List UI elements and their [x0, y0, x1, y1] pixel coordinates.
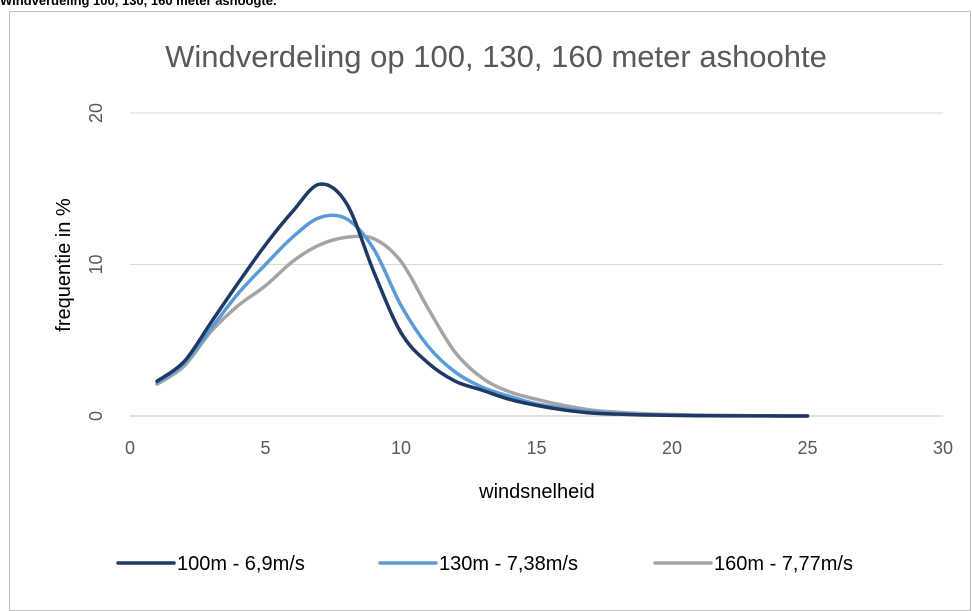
legend-entry-1: 100m - 6,9m/s — [116, 553, 305, 575]
x-tick-label: 5 — [260, 438, 270, 458]
x-tick-label: 30 — [933, 438, 953, 458]
x-tick-label: 20 — [662, 438, 682, 458]
figure-caption: Windverdeling 100, 130, 160 meter ashoog… — [0, 0, 277, 8]
x-tick-label: 15 — [526, 438, 546, 458]
y-tick-label: 20 — [86, 103, 106, 123]
legend-entry-2: 130m - 7,38m/s — [378, 553, 578, 575]
x-tick-label: 0 — [125, 438, 135, 458]
legend-label: 100m - 6,9m/s — [177, 553, 305, 575]
x-tick-label: 25 — [797, 438, 817, 458]
y-axis-title: frequentie in % — [53, 198, 75, 332]
series-line-2 — [155, 213, 810, 418]
y-tick-label: 10 — [86, 254, 106, 274]
wind-distribution-chart: Windverdeling op 100, 130, 160 meter ash… — [53, 39, 953, 575]
legend-entry-3: 160m - 7,77m/s — [653, 553, 853, 575]
legend-label: 160m - 7,77m/s — [714, 553, 853, 575]
legend-label: 130m - 7,38m/s — [439, 553, 578, 575]
chart-title: Windverdeling op 100, 130, 160 meter ash… — [165, 39, 827, 74]
x-axis-title: windsnelheid — [478, 481, 595, 503]
chart-frame — [9, 11, 971, 611]
y-tick-label: 0 — [86, 411, 106, 421]
legend: 100m - 6,9m/s 130m - 7,38m/s 160m - 7,77m/… — [116, 553, 853, 575]
series-line-1 — [155, 182, 810, 418]
x-tick-label: 10 — [391, 438, 411, 458]
